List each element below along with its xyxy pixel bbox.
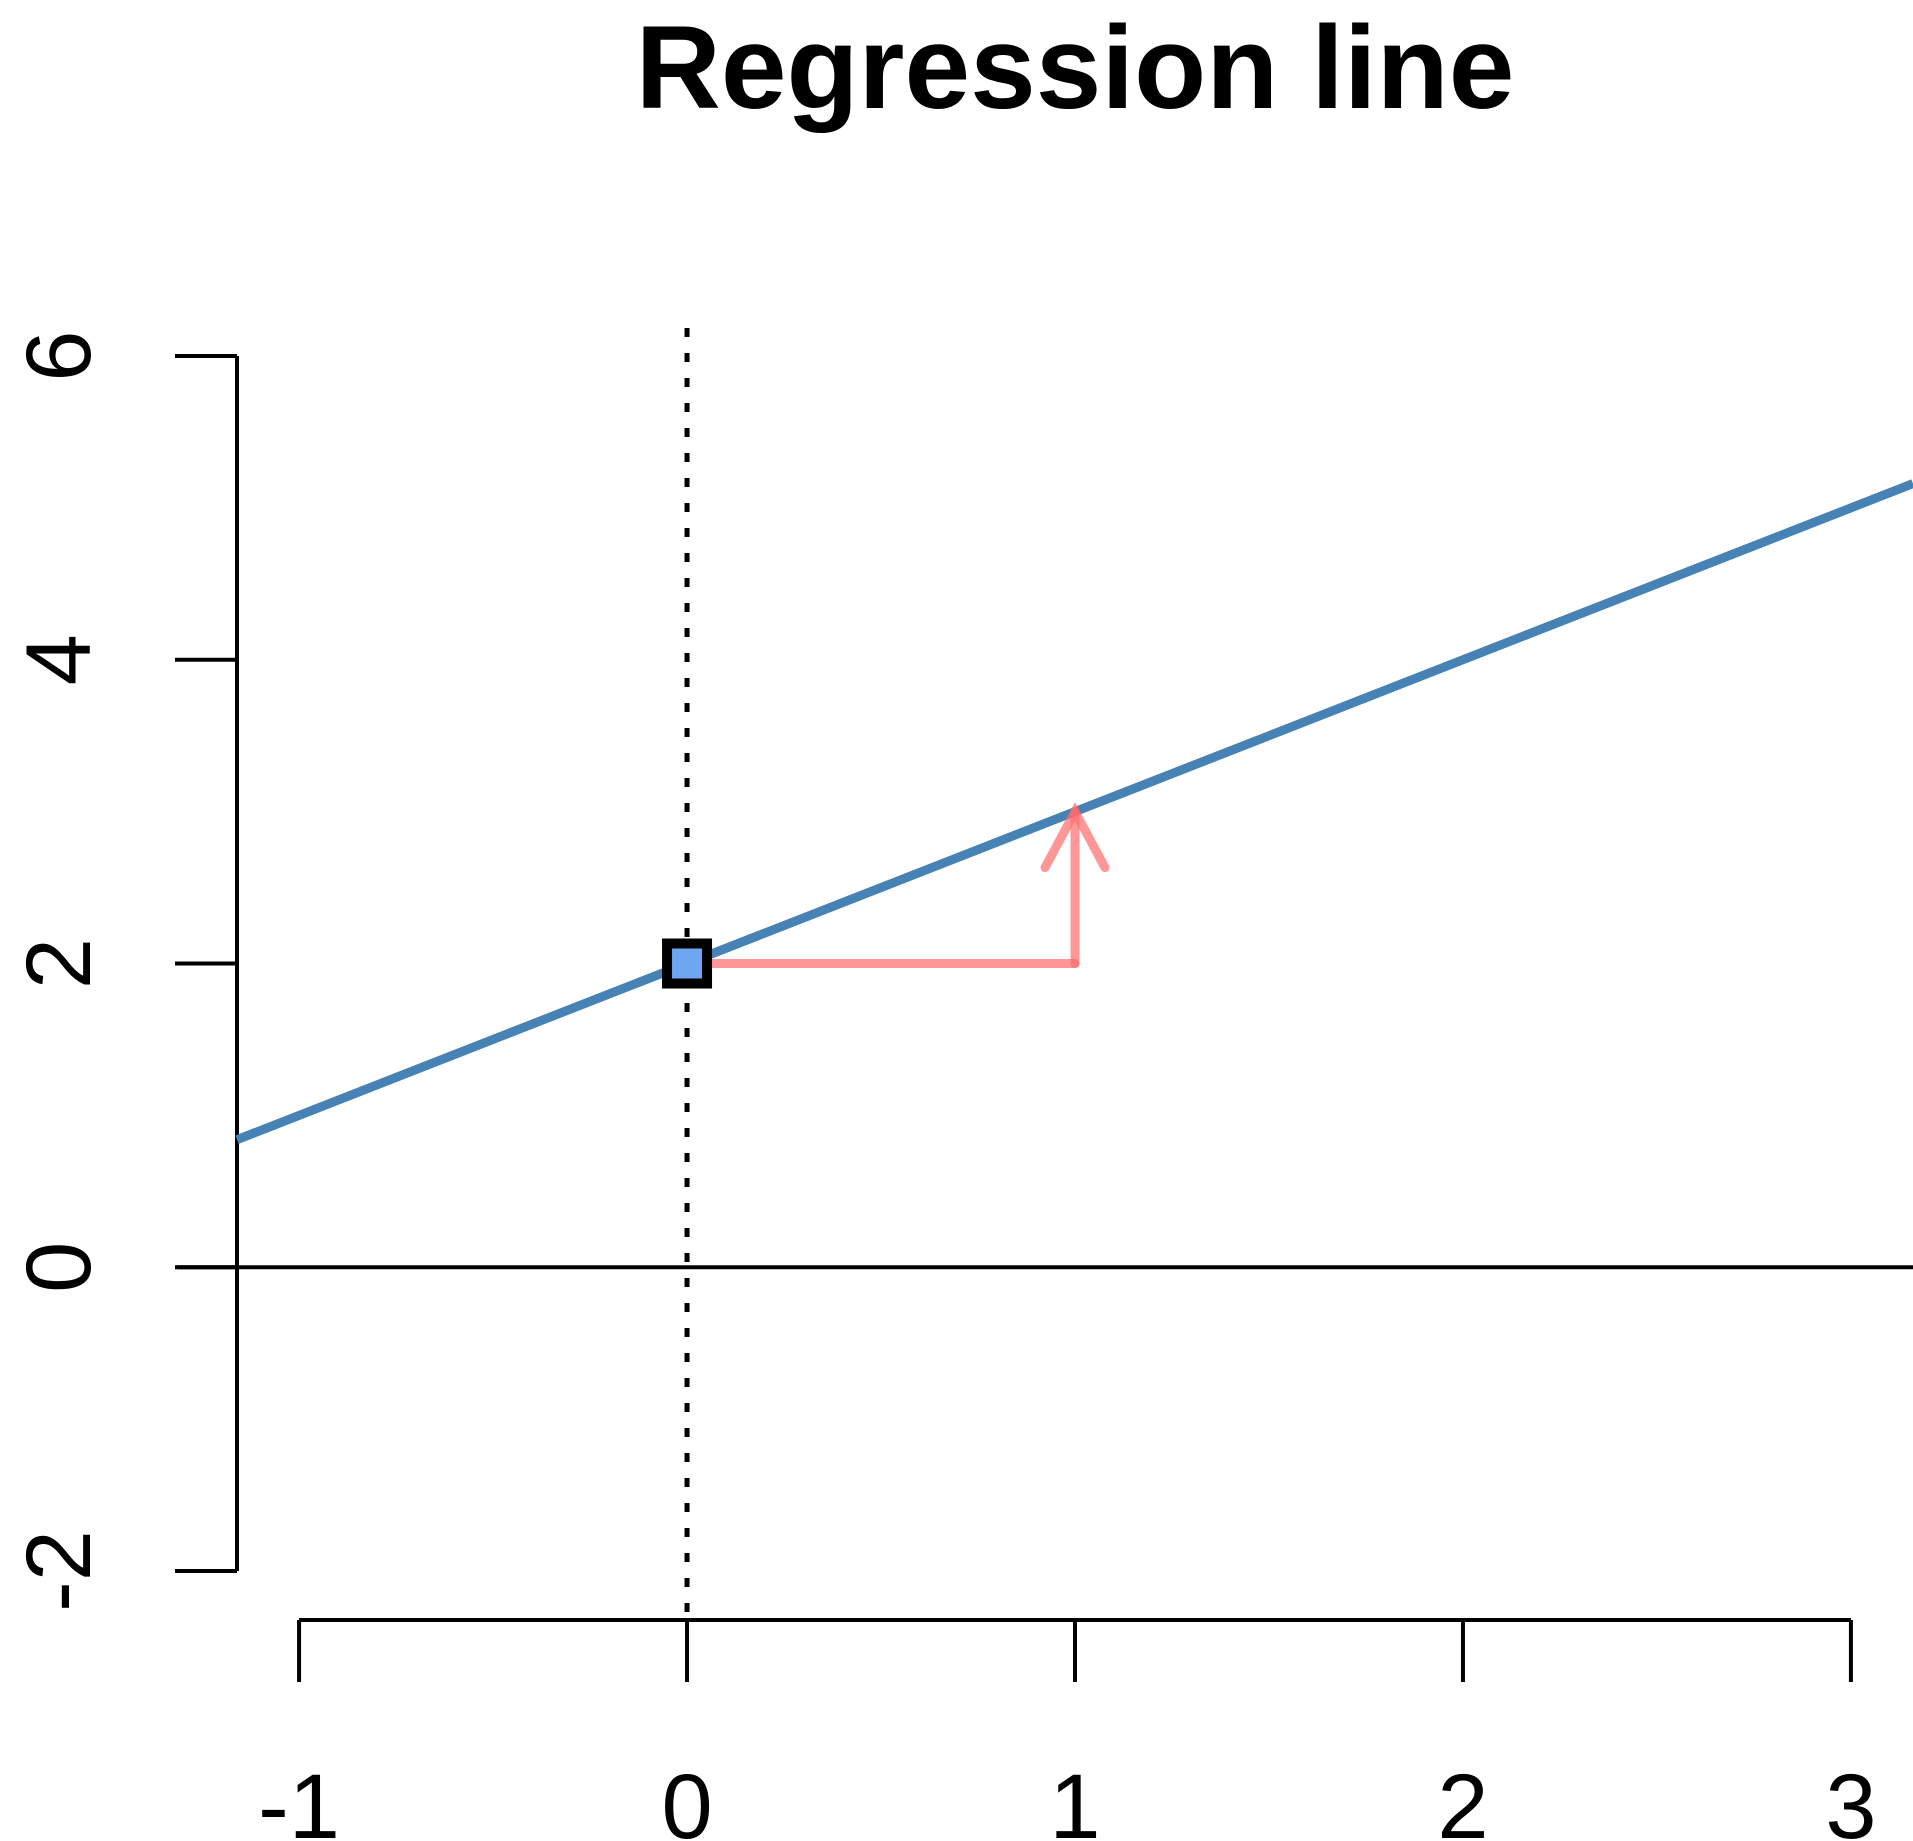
y-tick-label: 4 [8, 634, 110, 685]
intercept-point [662, 938, 713, 989]
x-tick-label: 1 [1049, 1756, 1100, 1841]
marks-group [177, 328, 1913, 1620]
axes-group: -2 0 2 4 6 -1 0 1 2 3 [8, 330, 1877, 1841]
y-tick-label: 2 [8, 938, 110, 989]
x-tick-label: 3 [1825, 1756, 1876, 1841]
chart-title: Regression line [636, 2, 1515, 134]
x-tick-label: 0 [661, 1756, 712, 1841]
y-tick-label: 6 [8, 330, 110, 381]
x-tick-label: 2 [1437, 1756, 1488, 1841]
x-tick-label: -1 [258, 1756, 340, 1841]
y-tick-label: -2 [8, 1530, 110, 1612]
slope-arrowhead [1040, 802, 1110, 873]
y-tick-label: 0 [8, 1242, 110, 1293]
